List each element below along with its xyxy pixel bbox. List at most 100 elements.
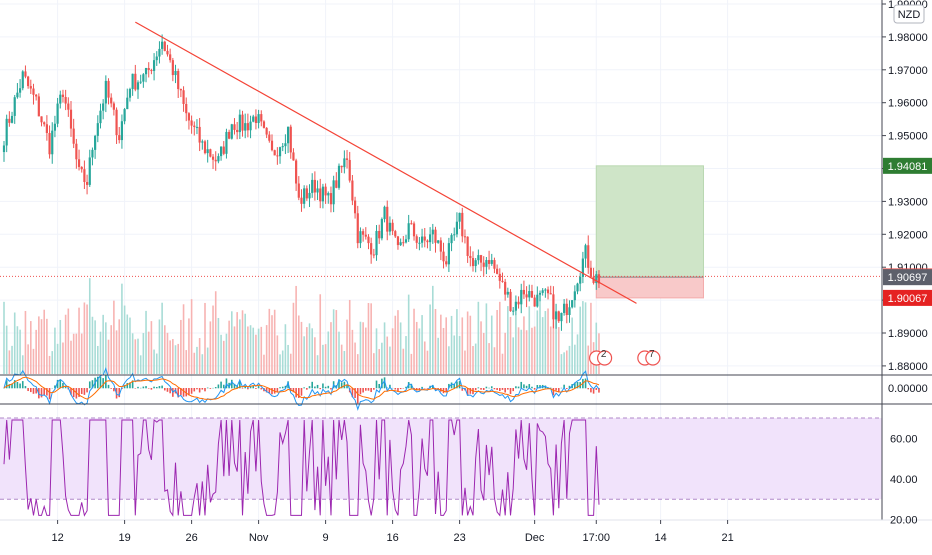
volume-bar: [365, 328, 367, 374]
volume-bar: [126, 315, 128, 374]
volume-bar: [279, 354, 281, 374]
macd-histogram-bar: [504, 388, 506, 392]
macd-histogram-bar: [279, 387, 281, 388]
candle-body: [526, 294, 528, 297]
macd-histogram-bar: [89, 381, 91, 388]
macd-histogram-bar: [137, 387, 139, 388]
volume-bar: [113, 301, 115, 374]
volume-bar: [43, 310, 45, 374]
volume-bar: [486, 303, 488, 374]
macd-histogram-bar: [360, 388, 362, 394]
candle-body: [566, 304, 568, 315]
profit-zone[interactable]: [596, 166, 703, 277]
candle-body: [27, 77, 29, 86]
macd-histogram-bar: [167, 388, 169, 392]
candle-body: [263, 121, 265, 127]
macd-histogram-bar: [19, 384, 21, 389]
candle-body: [515, 302, 517, 311]
volume-bar: [502, 354, 504, 374]
volume-bar: [250, 325, 252, 374]
candle-body: [121, 121, 123, 140]
candle-body: [140, 82, 142, 83]
candle-body: [276, 155, 278, 156]
candle-body: [493, 260, 495, 269]
candle-body: [563, 304, 565, 313]
candle-body: [97, 123, 99, 136]
candle-body: [491, 260, 493, 264]
volume-bar: [269, 309, 271, 374]
candle-body: [158, 49, 160, 57]
macd-histogram-bar: [330, 388, 332, 390]
candle-body: [282, 146, 284, 147]
macd-histogram-bar: [43, 388, 45, 395]
candle-body: [413, 223, 415, 236]
volume-bar: [59, 320, 61, 374]
price-axis-label: 1.95000: [888, 131, 928, 143]
candle-body: [397, 236, 399, 245]
candle-body: [86, 182, 88, 185]
candle-body: [51, 131, 53, 155]
event-count: 7: [649, 349, 655, 360]
volume-bar: [180, 320, 182, 374]
macd-histogram-bar: [526, 386, 528, 389]
candle-body: [65, 97, 67, 104]
volume-bar: [159, 319, 161, 374]
volume-bar: [41, 319, 43, 374]
event-count: 2: [601, 349, 607, 360]
rsi-axis-label: 40.00: [890, 474, 918, 486]
candle-body: [386, 207, 388, 232]
candle-body: [191, 120, 193, 125]
candle-body: [247, 123, 249, 130]
candle-body: [475, 260, 477, 266]
volume-bar: [145, 311, 147, 374]
candle-body: [325, 187, 327, 196]
volume-bar: [212, 306, 214, 374]
price-axis-label: 1.96000: [888, 98, 928, 110]
rsi-axis-label: 20.00: [890, 515, 918, 527]
volume-bar: [569, 346, 571, 374]
candle-body: [129, 89, 131, 98]
volume-bar: [204, 303, 206, 374]
volume-bar: [432, 286, 434, 374]
macd-histogram-bar: [102, 378, 104, 388]
volume-bar: [558, 327, 560, 374]
candle-body: [531, 291, 533, 298]
volume-bar: [183, 304, 185, 374]
macd-histogram-bar: [282, 387, 284, 389]
candle-body: [351, 181, 353, 201]
volume-bar: [303, 336, 305, 374]
candle-body: [311, 180, 313, 193]
candle-body: [418, 243, 420, 244]
macd-histogram-bar: [199, 388, 201, 392]
volume-bar: [100, 332, 102, 374]
time-axis-label: 12: [51, 532, 63, 544]
candle-body: [83, 169, 85, 182]
candle-body: [258, 114, 260, 123]
macd-histogram-bar: [394, 388, 396, 390]
volume-bar: [349, 300, 351, 374]
macd-histogram-bar: [277, 388, 279, 392]
candle-body: [373, 254, 375, 255]
macd-histogram-bar: [306, 388, 308, 390]
candle-body: [134, 74, 136, 90]
macd-histogram-bar: [486, 387, 488, 389]
volume-bar: [520, 330, 522, 374]
loss-zone[interactable]: [596, 277, 703, 298]
candle-body: [94, 136, 96, 150]
volume-bar: [242, 310, 244, 374]
time-axis-label: 19: [118, 532, 130, 544]
candle-body: [378, 231, 380, 238]
volume-bar: [185, 350, 187, 374]
candle-body: [576, 284, 578, 292]
rsi-axis-label: 60.00: [890, 433, 918, 445]
candle-body: [156, 57, 158, 61]
candle-body: [126, 98, 128, 109]
price-tag-label: 1.94081: [888, 161, 928, 173]
candle-body: [62, 95, 64, 97]
volume-bar: [234, 326, 236, 374]
candle-body: [43, 122, 45, 124]
time-axis-label: 16: [386, 532, 398, 544]
volume-bar: [263, 355, 265, 374]
candle-body: [295, 160, 297, 183]
volume-bar: [68, 309, 70, 374]
